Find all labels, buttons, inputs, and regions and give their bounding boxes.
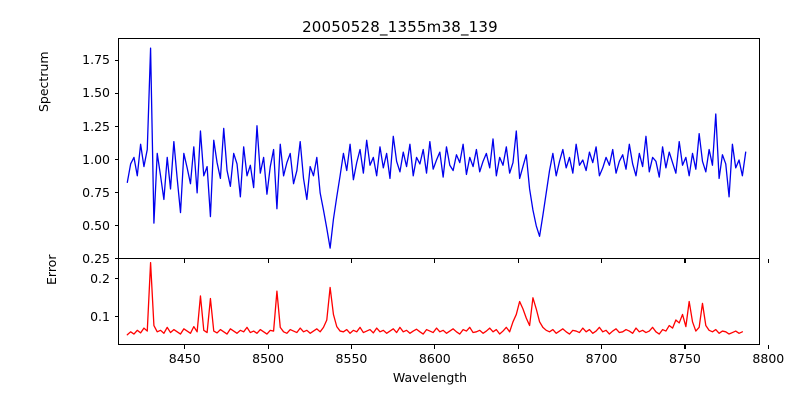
page-title: 20050528_1355m38_139 [302, 18, 498, 36]
x-tick-mark [601, 345, 603, 349]
y-axis-label-spectrum: Spectrum [36, 51, 51, 112]
x-tick-mark-interior [684, 259, 686, 263]
x-tick-label: 8600 [418, 351, 451, 366]
y-tick-label-spectrum: 1.00 [82, 151, 110, 167]
y-tick-mark-error [114, 316, 118, 318]
x-tick-mark-interior [184, 259, 186, 263]
y-tick-label-spectrum: 1.50 [82, 85, 110, 101]
x-tick-mark-interior [517, 259, 519, 263]
x-tick-label: 8800 [752, 351, 785, 366]
x-tick-mark [684, 345, 686, 349]
y-tick-label-error: 0.1 [90, 308, 110, 324]
y-tick-label-spectrum: 1.25 [82, 118, 110, 134]
x-tick-mark-interior [767, 259, 769, 263]
x-tick-label: 8500 [252, 351, 284, 366]
x-tick-label: 8450 [168, 351, 201, 366]
y-axis-label-error: Error [44, 254, 59, 285]
x-tick-label: 8650 [502, 351, 535, 366]
x-tick-label: 8750 [669, 351, 701, 366]
y-tick-mark-spectrum [114, 159, 118, 161]
y-tick-label-spectrum: 1.75 [82, 52, 110, 68]
x-tick-label: 8700 [585, 351, 618, 366]
y-tick-label-error: 0.2 [90, 270, 110, 286]
x-tick-mark [434, 345, 436, 349]
y-tick-label-spectrum: 0.75 [82, 184, 110, 200]
y-tick-mark-spectrum [114, 258, 118, 260]
x-tick-mark [517, 345, 519, 349]
x-tick-mark-interior [267, 259, 269, 263]
y-tick-mark-spectrum [114, 126, 118, 128]
y-tick-mark-spectrum [114, 225, 118, 227]
spectrum-line-series [119, 39, 759, 258]
x-tick-label: 8550 [335, 351, 368, 366]
x-tick-mark-interior [601, 259, 603, 263]
x-tick-mark [267, 345, 269, 349]
x-tick-mark [767, 345, 769, 349]
y-tick-mark-spectrum [114, 92, 118, 95]
x-tick-mark [350, 345, 353, 349]
y-tick-mark-spectrum [114, 192, 118, 194]
x-tick-mark-interior [434, 259, 436, 263]
x-axis-label: Wavelength [392, 370, 468, 385]
x-tick-mark-interior [350, 259, 353, 263]
x-tick-mark [184, 345, 186, 349]
y-tick-label-spectrum: 0.25 [82, 250, 110, 266]
spectrum-plot-panel [118, 38, 760, 258]
y-tick-label-spectrum: 0.50 [82, 217, 110, 233]
y-tick-mark-error [114, 278, 118, 280]
error-plot-panel [118, 258, 760, 345]
error-line-series [119, 259, 759, 344]
y-tick-mark-spectrum [114, 59, 118, 62]
